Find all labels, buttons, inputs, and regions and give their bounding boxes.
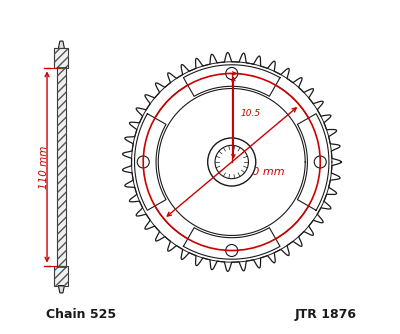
Polygon shape	[298, 114, 329, 210]
Circle shape	[208, 138, 256, 186]
Circle shape	[215, 145, 248, 179]
Circle shape	[226, 244, 238, 257]
Text: JTR 1876: JTR 1876	[295, 308, 357, 321]
Polygon shape	[134, 114, 166, 210]
Text: Chain 525: Chain 525	[46, 308, 116, 321]
Circle shape	[137, 156, 149, 168]
Text: 130 mm: 130 mm	[238, 167, 285, 177]
Circle shape	[314, 156, 326, 168]
Polygon shape	[184, 228, 280, 259]
Polygon shape	[54, 266, 68, 286]
Text: 110 mm: 110 mm	[39, 145, 49, 189]
Polygon shape	[57, 68, 66, 266]
Polygon shape	[122, 52, 341, 272]
Polygon shape	[54, 48, 68, 68]
Circle shape	[226, 67, 238, 79]
Polygon shape	[184, 65, 280, 96]
Polygon shape	[58, 286, 64, 293]
Polygon shape	[58, 41, 64, 48]
Text: 10.5: 10.5	[240, 109, 260, 118]
